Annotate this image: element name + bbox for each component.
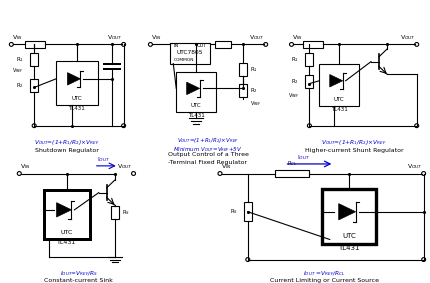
Text: V$_{IN}$: V$_{IN}$: [20, 162, 31, 171]
Polygon shape: [339, 204, 356, 220]
Text: R$_1$: R$_1$: [16, 55, 24, 64]
Text: I$_{OUT}$: I$_{OUT}$: [298, 153, 311, 162]
Text: Shutdown Regulator: Shutdown Regulator: [35, 148, 99, 153]
Text: R$_2$: R$_2$: [16, 81, 24, 90]
Text: V$_{OUT}$=(1+R$_1$/R$_2$)×V$_{REF}$: V$_{OUT}$=(1+R$_1$/R$_2$)×V$_{REF}$: [34, 138, 100, 147]
Text: V$_{OUT}$: V$_{OUT}$: [117, 162, 132, 171]
Text: UTC: UTC: [334, 97, 344, 102]
Text: V$_{OUT}$: V$_{OUT}$: [249, 33, 265, 42]
Polygon shape: [187, 82, 200, 95]
Text: R$_S$: R$_S$: [230, 207, 238, 216]
Text: TL431: TL431: [188, 113, 205, 118]
Text: V$_{IN}$: V$_{IN}$: [151, 33, 162, 42]
Text: V$_{OUT}$: V$_{OUT}$: [107, 33, 123, 42]
Bar: [215, 41, 231, 48]
Bar: [170, 42, 210, 64]
Text: R$_1$: R$_1$: [292, 55, 299, 64]
Text: V$_{REF}$: V$_{REF}$: [12, 66, 24, 75]
Text: V$_{OUT}$=(1+R$_1$/R$_2$)×V$_{REF}$: V$_{OUT}$=(1+R$_1$/R$_2$)×V$_{REF}$: [177, 136, 239, 145]
Text: R$_2$: R$_2$: [250, 86, 258, 95]
Bar: [304, 41, 323, 48]
Text: COMMON: COMMON: [173, 58, 194, 62]
Bar: [244, 202, 252, 221]
Text: I$_{OUT}$ =V$_{REF}$/R$_{CL}$: I$_{OUT}$ =V$_{REF}$/R$_{CL}$: [303, 269, 346, 278]
Bar: [239, 63, 247, 76]
Text: V$_{OUT}$: V$_{OUT}$: [400, 33, 416, 42]
Bar: [322, 189, 376, 244]
Text: V$_{REF}$: V$_{REF}$: [250, 99, 262, 108]
Text: V$_{IN}$: V$_{IN}$: [221, 162, 232, 171]
Polygon shape: [330, 74, 343, 87]
Text: I$_{OUT}$: I$_{OUT}$: [97, 155, 110, 164]
Text: IN: IN: [173, 44, 178, 48]
Text: OUT: OUT: [197, 44, 207, 48]
Text: V$_{IN}$: V$_{IN}$: [12, 33, 23, 42]
Text: R$_{CL}$: R$_{CL}$: [287, 159, 297, 168]
Text: V$_{IN}$: V$_{IN}$: [292, 33, 303, 42]
Bar: [176, 72, 216, 112]
Bar: [275, 170, 310, 177]
Bar: [44, 190, 90, 239]
Bar: [30, 53, 38, 67]
Bar: [111, 206, 119, 219]
Text: UTC: UTC: [71, 96, 82, 101]
Bar: [305, 53, 313, 67]
Text: R$_2$: R$_2$: [292, 77, 299, 86]
Polygon shape: [56, 203, 71, 217]
Text: Higher-current Shunt Regulator: Higher-current Shunt Regulator: [305, 148, 403, 153]
Text: UTC7805: UTC7805: [177, 50, 203, 55]
Bar: [30, 79, 38, 92]
Text: I$_{OUT}$=V$_{REF}$/R$_S$: I$_{OUT}$=V$_{REF}$/R$_S$: [60, 269, 98, 278]
Text: UTC: UTC: [342, 233, 356, 239]
Text: V$_{OUT}$=(1+R$_1$/R$_2$)×V$_{REF}$: V$_{OUT}$=(1+R$_1$/R$_2$)×V$_{REF}$: [321, 138, 387, 147]
Text: TL431: TL431: [57, 241, 77, 245]
Text: Constant-current Sink: Constant-current Sink: [44, 278, 114, 283]
Text: Current Limiting or Current Source: Current Limiting or Current Source: [270, 278, 379, 283]
Text: V$_{OUT}$: V$_{OUT}$: [407, 162, 423, 171]
Bar: [319, 64, 359, 106]
Bar: [56, 61, 98, 105]
Text: UTC: UTC: [61, 230, 73, 235]
Text: R$_S$: R$_S$: [122, 208, 130, 217]
Text: TL431: TL431: [338, 245, 360, 251]
Text: R$_1$: R$_1$: [250, 65, 258, 74]
Text: TL431: TL431: [331, 107, 347, 112]
Text: Minimum V$_{OUT}$=V$_{REF}$+5V: Minimum V$_{OUT}$=V$_{REF}$+5V: [173, 145, 243, 154]
Text: -Terminal Fixed Regulator: -Terminal Fixed Regulator: [169, 160, 248, 165]
Text: UTC: UTC: [191, 104, 201, 108]
Polygon shape: [68, 73, 80, 85]
Text: TL431: TL431: [68, 106, 85, 111]
Bar: [25, 41, 45, 48]
Text: V$_{REF}$: V$_{REF}$: [288, 91, 299, 100]
Text: Output Control of a Three: Output Control of a Three: [168, 153, 249, 157]
Bar: [305, 75, 313, 88]
Bar: [239, 83, 247, 97]
